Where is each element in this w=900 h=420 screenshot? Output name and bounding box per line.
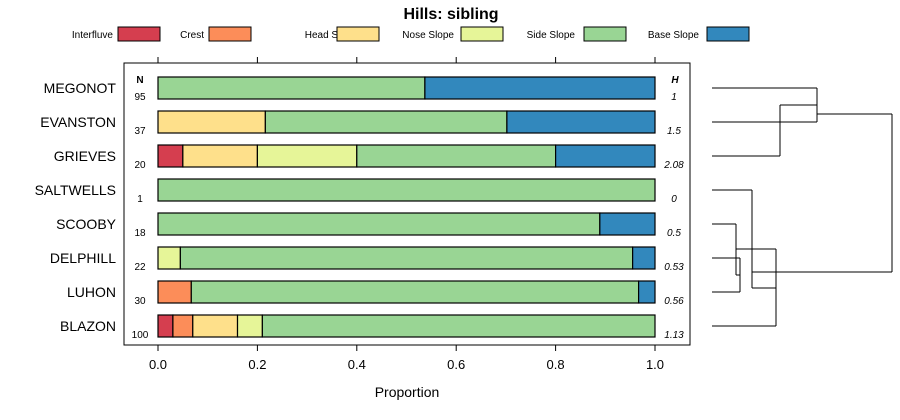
row-h-value: 0.5: [667, 228, 681, 239]
bar-segment-interfluve: [157, 314, 174, 338]
bar-segment-head-slope: [182, 144, 259, 168]
row-n-value: 20: [134, 160, 146, 171]
bar-segment-side-slope: [264, 110, 508, 134]
row-n-value: 95: [134, 92, 146, 103]
bar-rows: MEGONOT 95 1 EVANSTON 37 1.5 GRIEVES 20 2.08 SALT…: [35, 76, 684, 341]
legend-swatch-head-slope: [336, 26, 380, 42]
row-h-value: 1.5: [667, 126, 681, 137]
row-h-value: 0: [671, 194, 677, 205]
bar-segment-side-slope: [190, 280, 640, 304]
chart-title: Hills: sibling: [403, 6, 498, 23]
x-axis-title: Proportion: [375, 384, 440, 400]
bar-segment-nose-slope: [157, 246, 181, 270]
bar-segment-head-slope: [192, 314, 239, 338]
row-n-value: 18: [134, 228, 146, 239]
row-n-value: 100: [132, 330, 149, 341]
x-tick-label: 0.6: [447, 357, 465, 372]
x-tick-label: 0.8: [547, 357, 565, 372]
row-h-value: 1.13: [664, 330, 684, 341]
legend-swatch-crest: [208, 26, 252, 42]
h-column-header: H: [671, 75, 679, 86]
x-tick-label: 1.0: [646, 357, 664, 372]
bar-segment-base-slope: [632, 246, 656, 270]
bar-segment-base-slope: [599, 212, 656, 236]
x-axis: 0.0 0.2 0.4 0.6 0.8 1.0: [149, 57, 664, 372]
bar-segment-base-slope: [637, 280, 656, 304]
bar-segment-crest: [157, 280, 192, 304]
row-grieves: GRIEVES 20 2.08: [54, 144, 684, 171]
row-megonot: MEGONOT 95 1: [44, 76, 677, 103]
dendrogram: [712, 87, 893, 327]
legend-label-crest: Crest: [180, 30, 204, 41]
row-label: BLAZON: [60, 318, 116, 334]
bar-segment-side-slope: [157, 178, 656, 202]
bar-segment-head-slope: [157, 110, 266, 134]
row-label: GRIEVES: [54, 148, 116, 164]
bar-segment-side-slope: [157, 212, 601, 236]
row-label: LUHON: [67, 284, 116, 300]
row-blazon: BLAZON 100 1.13: [60, 314, 684, 341]
bar-segment-side-slope: [261, 314, 656, 338]
legend-label-side-slope: Side Slope: [527, 30, 576, 41]
row-h-value: 2.08: [663, 160, 684, 171]
bar-segment-side-slope: [157, 76, 426, 100]
bar-segment-nose-slope: [236, 314, 263, 338]
dendrogram-link: [712, 104, 817, 157]
bar-segment-base-slope: [424, 76, 656, 100]
bar-segment-side-slope: [179, 246, 634, 270]
row-label: MEGONOT: [44, 80, 117, 96]
dendrogram-link: [752, 113, 893, 273]
x-tick-label: 0.4: [348, 357, 366, 372]
row-scooby: SCOOBY 18 0.5: [56, 212, 681, 239]
dendrogram-link: [712, 189, 776, 289]
row-h-value: 0.53: [664, 262, 684, 273]
x-tick-label: 0.2: [248, 357, 266, 372]
bar-segment-crest: [172, 314, 194, 338]
n-column-header: N: [136, 75, 143, 86]
row-label: SALTWELLS: [35, 182, 116, 198]
legend-label-nose-slope: Nose Slope: [402, 30, 454, 41]
row-evanston: EVANSTON 37 1.5: [40, 110, 681, 137]
row-n-value: 1: [137, 194, 143, 205]
row-h-value: 1: [671, 92, 677, 103]
legend-swatch-base-slope: [706, 26, 750, 42]
row-h-value: 0.56: [664, 296, 684, 307]
legend-label-base-slope: Base Slope: [648, 30, 700, 41]
row-label: SCOOBY: [56, 216, 117, 232]
bar-segment-interfluve: [157, 144, 184, 168]
row-delphill: DELPHILL 22 0.53: [50, 246, 684, 273]
legend-label-head-slope: Head Slope: [305, 30, 358, 41]
row-saltwells: SALTWELLS 1 0: [35, 178, 677, 205]
bar-segment-nose-slope: [256, 144, 358, 168]
legend-swatch-side-slope: [583, 26, 627, 42]
bar-segment-base-slope: [506, 110, 656, 134]
row-n-value: 22: [134, 262, 146, 273]
bar-segment-base-slope: [554, 144, 656, 168]
legend-label-interfluve: Interfluve: [72, 30, 114, 41]
row-n-value: 30: [134, 296, 146, 307]
row-luhon: LUHON 30 0.56: [67, 280, 684, 307]
row-label: EVANSTON: [40, 114, 116, 130]
row-label: DELPHILL: [50, 250, 116, 266]
legend-swatch-nose-slope: [460, 26, 504, 42]
legend: Interfluve Crest Head Slope Nose Slope Side …: [72, 26, 750, 42]
bar-segment-side-slope: [356, 144, 557, 168]
x-tick-label: 0.0: [149, 357, 167, 372]
dendrogram-link: [712, 223, 740, 276]
legend-swatch-interfluve: [117, 26, 161, 42]
row-n-value: 37: [134, 126, 146, 137]
plot-frame: [123, 62, 691, 346]
